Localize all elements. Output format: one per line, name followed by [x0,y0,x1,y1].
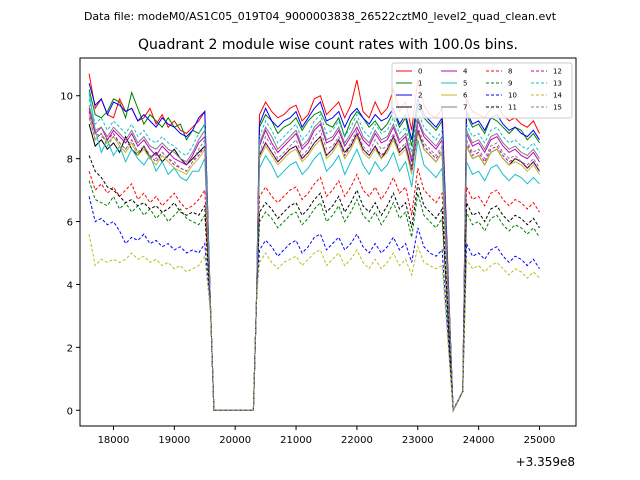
legend-label-3: 3 [418,104,422,112]
y-axis: 0 2 4 6 8 10 [60,92,80,417]
series-line-9 [88,180,540,413]
x-tick-label: 24000 [463,435,495,446]
series-line-10 [88,196,540,413]
legend-label-15: 15 [553,104,562,112]
y-tick-label: 10 [60,92,73,103]
legend-label-9: 9 [508,80,512,88]
y-tick-label: 0 [67,406,73,417]
legend-label-7: 7 [463,104,467,112]
series-line-6 [88,114,540,413]
x-tick-label: 20000 [219,435,251,446]
x-axis: 18000 19000 20000 21000 22000 23000 24000 25000 [98,426,556,446]
data-file-label: Data file: modeM0/AS1C05_019T04_90000038… [84,10,557,23]
legend-label-5: 5 [463,80,467,88]
series-line-13 [88,98,540,413]
x-tick-label: 25000 [524,435,556,446]
y-tick-label: 8 [67,155,73,166]
series-line-11 [88,155,540,413]
series-line-2 [88,83,540,413]
plot-frame [79,57,577,427]
series-line-14 [88,234,540,413]
legend-label-14: 14 [553,92,562,100]
legend-label-6: 6 [463,92,468,100]
legend-label-4: 4 [463,68,468,76]
chart-title: Quadrant 2 module wise count rates with … [138,37,518,53]
legend-label-8: 8 [508,68,512,76]
legend-label-2: 2 [418,92,422,100]
legend-label-0: 0 [418,68,422,76]
series-line-4 [88,108,540,413]
y-tick-label: 2 [67,343,73,354]
legend-label-10: 10 [508,92,517,100]
series-line-0 [88,73,540,413]
legend-label-1: 1 [418,80,422,88]
legend-label-11: 11 [508,104,517,112]
series-line-8 [88,167,540,413]
series-line-7 [88,105,540,413]
x-tick-label: 19000 [158,435,190,446]
series-line-5 [88,92,540,413]
x-tick-label: 18000 [98,435,130,446]
plot-area: 18000 19000 20000 21000 22000 23000 24000 25000… [60,57,577,446]
series-line-1 [88,89,540,413]
series-line-15 [88,117,540,413]
legend-box [391,62,573,119]
x-tick-label: 23000 [402,435,434,446]
y-tick-label: 6 [67,218,73,229]
x-tick-label: 22000 [341,435,373,446]
x-tick-label: 21000 [280,435,312,446]
legend-label-12: 12 [553,68,562,76]
legend-label-13: 13 [553,80,562,88]
series-layer [88,73,540,413]
x-offset-label: +3.359e8 [516,455,575,469]
y-tick-label: 4 [67,280,73,291]
